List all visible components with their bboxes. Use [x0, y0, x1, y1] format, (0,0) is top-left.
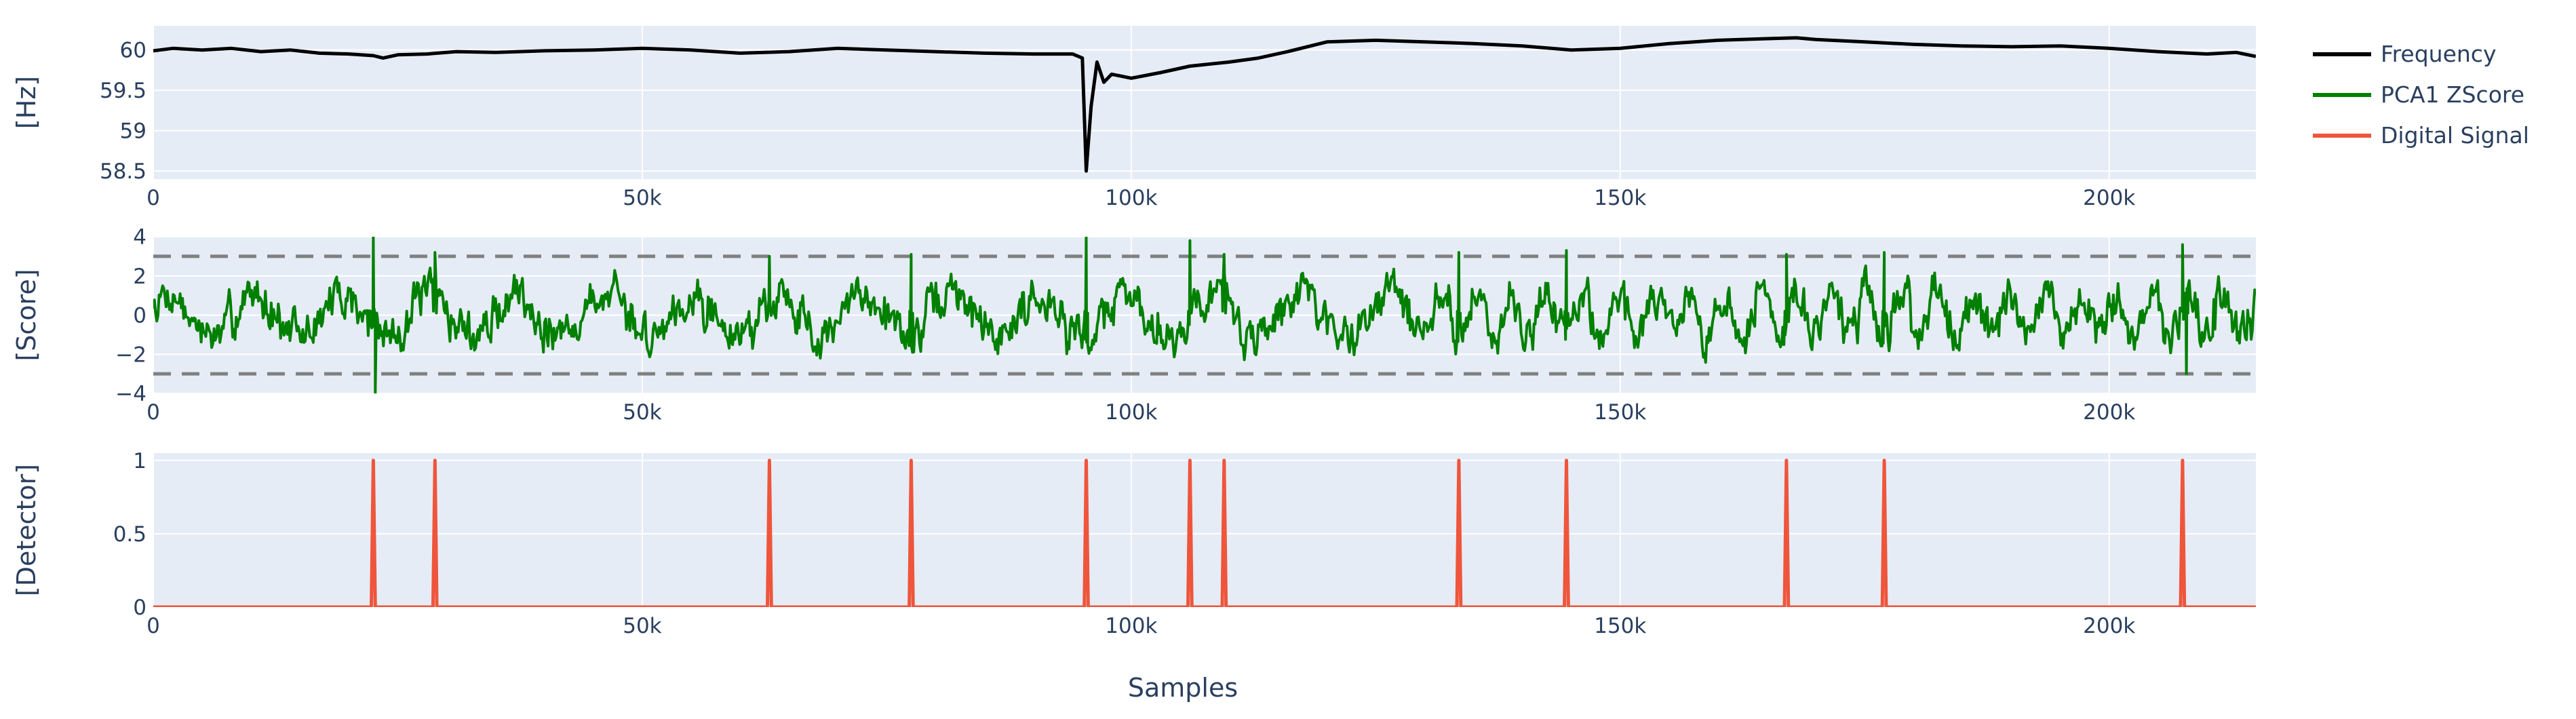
y-tick-label: 58.5 [100, 159, 147, 184]
x-tick-label: 150k [1594, 400, 1646, 425]
subplot-3: 0 50k 100k 150k 200k 0 0.5 1 [Detector] [12, 449, 2256, 638]
y-axis-title: [Detector] [12, 464, 41, 596]
x-tick-label: 100k [1105, 186, 1157, 210]
y-tick-label: 59.5 [100, 79, 147, 103]
y-axis-title: [Hz] [12, 76, 41, 129]
x-tick-label: 0 [147, 614, 160, 638]
legend-item[interactable]: PCA1 ZScore [2313, 81, 2524, 108]
y-tick-label: 0 [133, 304, 147, 328]
x-tick-label: 150k [1594, 186, 1646, 210]
x-tick-label: 50k [623, 186, 661, 210]
y-tick-label: 60 [120, 39, 147, 63]
series-line [153, 237, 2256, 393]
subplot-2: 0 50k 100k 150k 200k −4 −2 0 2 4 [Score] [12, 225, 2256, 425]
series-line [153, 36, 2256, 173]
x-tick-label: 50k [623, 614, 661, 638]
x-tick-label: 200k [2083, 400, 2135, 425]
y-tick-label: 4 [133, 225, 147, 250]
subplot-1: 0 50k 100k 150k 200k 58.5 59 59.5 60 [Hz] [12, 26, 2256, 210]
x-tick-label: 50k [623, 400, 661, 425]
legend-label: Digital Signal [2381, 122, 2529, 149]
x-tick-label: 0 [147, 400, 160, 425]
x-tick-label: 100k [1105, 614, 1157, 638]
y-tick-label: 0.5 [113, 522, 147, 547]
x-tick-label: 150k [1594, 614, 1646, 638]
plot-area [153, 453, 2256, 607]
x-axis-title: Samples [1128, 673, 1238, 703]
y-axis-title: [Score] [12, 269, 41, 361]
legend-item[interactable]: Digital Signal [2313, 122, 2529, 149]
x-tick-label: 200k [2083, 186, 2135, 210]
x-tick-label: 200k [2083, 614, 2135, 638]
legend-item[interactable]: Frequency [2313, 41, 2496, 67]
x-tick-label: 0 [147, 186, 160, 210]
y-tick-label: 59 [120, 119, 147, 144]
y-tick-label: 0 [133, 596, 147, 620]
legend-label: Frequency [2381, 41, 2496, 67]
legend[interactable]: Frequency PCA1 ZScore Digital Signal [2313, 41, 2529, 149]
plot-area [153, 26, 2256, 179]
y-tick-label: −2 [115, 343, 147, 367]
x-tick-label: 100k [1105, 400, 1157, 425]
y-tick-label: 1 [133, 449, 147, 473]
y-tick-label: 2 [133, 265, 147, 289]
y-tick-label: −4 [115, 382, 147, 406]
legend-label: PCA1 ZScore [2381, 81, 2524, 108]
